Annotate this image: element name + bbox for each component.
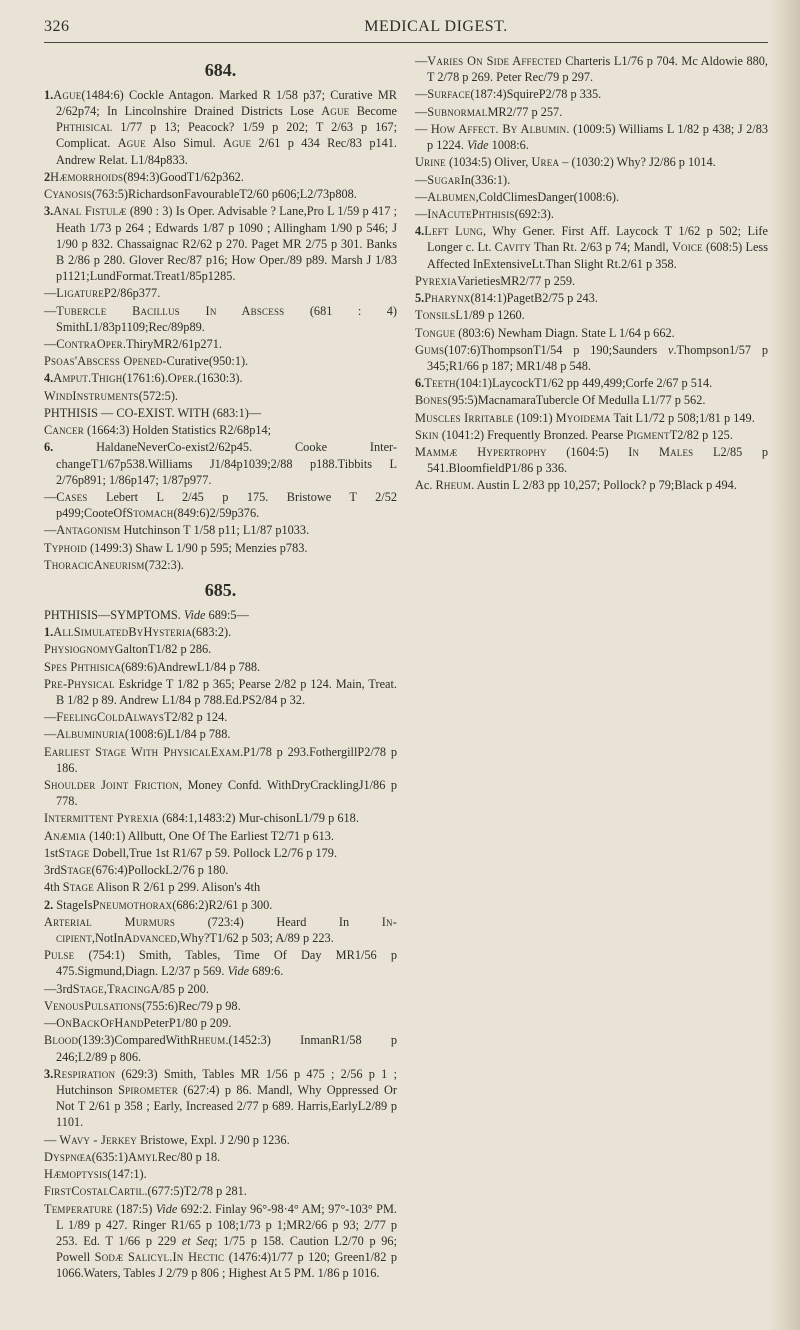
entry: 3.Respiration (629:3) Smith, Tables MR 1… bbox=[44, 1066, 397, 1131]
entry: PHTHISIS—SYMPTOMS. Vide 689:5— bbox=[44, 607, 397, 623]
entry: Shoulder Joint Friction, Money Confd. Wi… bbox=[44, 777, 397, 809]
entry: Intermittent Pyrexia (684:1,1483:2) Mur-… bbox=[44, 810, 397, 826]
entry: VenousPulsations(755:6)Rec/79 p 98. bbox=[44, 998, 397, 1014]
entry: —3rdStage,TracingA/85 p 200. bbox=[44, 981, 397, 997]
section-number: 685. bbox=[44, 579, 397, 603]
entry: ThoracicAneurism(732:3). bbox=[44, 557, 397, 573]
entry: —Tubercle Bacillus In Abscess (681 : 4) … bbox=[44, 303, 397, 335]
entry: 1stStage Dobell,True 1st R1/67 p 59. Pol… bbox=[44, 845, 397, 861]
entry: Spes Phthisica(689:6)AndrewL1/84 p 788. bbox=[44, 659, 397, 675]
entry: Cancer (1664:3) Holden Statistics R2/68p… bbox=[44, 422, 397, 438]
entry: —LigatureP2/86p377. bbox=[44, 285, 397, 301]
entry: Hæmoptysis(147:1). bbox=[44, 1166, 397, 1182]
page-number: 326 bbox=[44, 18, 104, 36]
entry: 4.Left Lung, Why Gener. First Aff. Layco… bbox=[415, 223, 768, 272]
entry: Temperature (187:5) Vide 692:2. Finlay 9… bbox=[44, 1201, 397, 1282]
entry: 6.Teeth(104:1)LaycockT1/62 pp 449,499;Co… bbox=[415, 375, 768, 391]
entry: Gums(107:6)ThompsonT1/54 p 190;Saunders … bbox=[415, 342, 768, 374]
entry: Bones(95:5)MacnamaraTubercle Of Medulla … bbox=[415, 392, 768, 408]
entry: Ac. Rheum. Austin L 2/83 pp 10,257; Poll… bbox=[415, 477, 768, 493]
entry: Skin (1041:2) Frequently Bronzed. Pearse… bbox=[415, 427, 768, 443]
entry: — How Affect. By Albumin. (1009:5) Willi… bbox=[415, 121, 768, 153]
entry: Urine (1034:5) Oliver, Urea – (1030:2) W… bbox=[415, 154, 768, 170]
running-title: MEDICAL DIGEST. bbox=[104, 18, 768, 36]
entry: TonsilsL1/89 p 1260. bbox=[415, 307, 768, 323]
text-columns: 684. 1.Ague(1484:6) Cockle Antagon. Marke… bbox=[44, 53, 768, 1293]
entry: 3.Anal Fistulæ (890 : 3) Is Oper. Advisa… bbox=[44, 203, 397, 284]
entry: PHTHISIS — CO-EXIST. WITH (683:1)— bbox=[44, 405, 397, 421]
entry: —InAcutePhthisis(692:3). bbox=[415, 206, 768, 222]
entry: 5.Pharynx(814:1)PagetB2/75 p 243. bbox=[415, 290, 768, 306]
entry: 2Hæmorrhoids(894:3)GoodT1/62p362. bbox=[44, 169, 397, 185]
entry: 3rdStage(676:4)PollockL2/76 p 180. bbox=[44, 862, 397, 878]
entry: 6. HaldaneNeverCo-exist2/62p45. Cooke In… bbox=[44, 439, 397, 488]
entry: Typhoid (1499:3) Shaw L 1/90 p 595; Menz… bbox=[44, 540, 397, 556]
header-rule bbox=[44, 42, 768, 43]
entry: —Surface(187:4)SquireP2/78 p 335. bbox=[415, 86, 768, 102]
entry: Arterial Murmurs (723:4) Heard In In-cip… bbox=[44, 914, 397, 946]
entry: Muscles Irritable (109:1) Myoidema Tait … bbox=[415, 410, 768, 426]
entry: —FeelingColdAlwaysT2/82 p 124. bbox=[44, 709, 397, 725]
entry: Blood(139:3)ComparedWithRheum.(1452:3) I… bbox=[44, 1032, 397, 1064]
entry: —Albuminuria(1008:6)L1/84 p 788. bbox=[44, 726, 397, 742]
entry: 4th Stage Alison R 2/61 p 299. Alison's … bbox=[44, 879, 397, 895]
entry: —SugarIn(336:1). bbox=[415, 172, 768, 188]
entry: Pulse (754:1) Smith, Tables, Time Of Day… bbox=[44, 947, 397, 979]
entry: —ContraOper.ThiryMR2/61p271. bbox=[44, 336, 397, 352]
entry: PhysiognomyGaltonT1/82 p 286. bbox=[44, 641, 397, 657]
entry: 2. StageIsPneumothorax(686:2)R2/61 p 300… bbox=[44, 897, 397, 913]
entry: —SubnormalMR2/77 p 257. bbox=[415, 104, 768, 120]
running-head: 326 MEDICAL DIGEST. bbox=[44, 18, 768, 36]
entry: Mammæ Hypertrophy (1604:5) In Males L2/8… bbox=[415, 444, 768, 476]
entry: Tongue (803:6) Newham Diagn. State L 1/6… bbox=[415, 325, 768, 341]
entry: Psoas'Abscess Opened-Curative(950:1). bbox=[44, 353, 397, 369]
entry: —Albumen,ColdClimesDanger(1008:6). bbox=[415, 189, 768, 205]
section-number: 684. bbox=[44, 59, 397, 83]
entry: WindInstruments(572:5). bbox=[44, 388, 397, 404]
entry: Cyanosis(763:5)RichardsonFavourableT2/60… bbox=[44, 186, 397, 202]
entry: —Antagonism Hutchinson T 1/58 p11; L1/87… bbox=[44, 522, 397, 538]
entry: Anæmia (140:1) Allbutt, One Of The Earli… bbox=[44, 828, 397, 844]
entry: 4.Amput.Thigh(1761:6).Oper.(1630:3). bbox=[44, 370, 397, 386]
entry: 1.AllSimulatedByHysteria(683:2). bbox=[44, 624, 397, 640]
entry: FirstCostalCartil.(677:5)T2/78 p 281. bbox=[44, 1183, 397, 1199]
entry: —Cases Lebert L 2/45 p 175. Bristowe T 2… bbox=[44, 489, 397, 521]
entry: Earliest Stage With PhysicalExam.P1/78 p… bbox=[44, 744, 397, 776]
entry: Pre-Physical Eskridge T 1/82 p 365; Pear… bbox=[44, 676, 397, 708]
entry: PyrexiaVarietiesMR2/77 p 259. bbox=[415, 273, 768, 289]
entry: Dyspnœa(635:1)AmylRec/80 p 18. bbox=[44, 1149, 397, 1165]
entry: — Wavy - Jerkey Bristowe, Expl. J 2/90 p… bbox=[44, 1132, 397, 1148]
page: 326 MEDICAL DIGEST. 684. 1.Ague(1484:6) C… bbox=[0, 0, 800, 1313]
entry: —OnBackOfHandPeterP1/80 p 209. bbox=[44, 1015, 397, 1031]
entry: 1.Ague(1484:6) Cockle Antagon. Marked R … bbox=[44, 87, 397, 168]
entry: —Varies On Side Affected Charteris L1/76… bbox=[415, 53, 768, 85]
